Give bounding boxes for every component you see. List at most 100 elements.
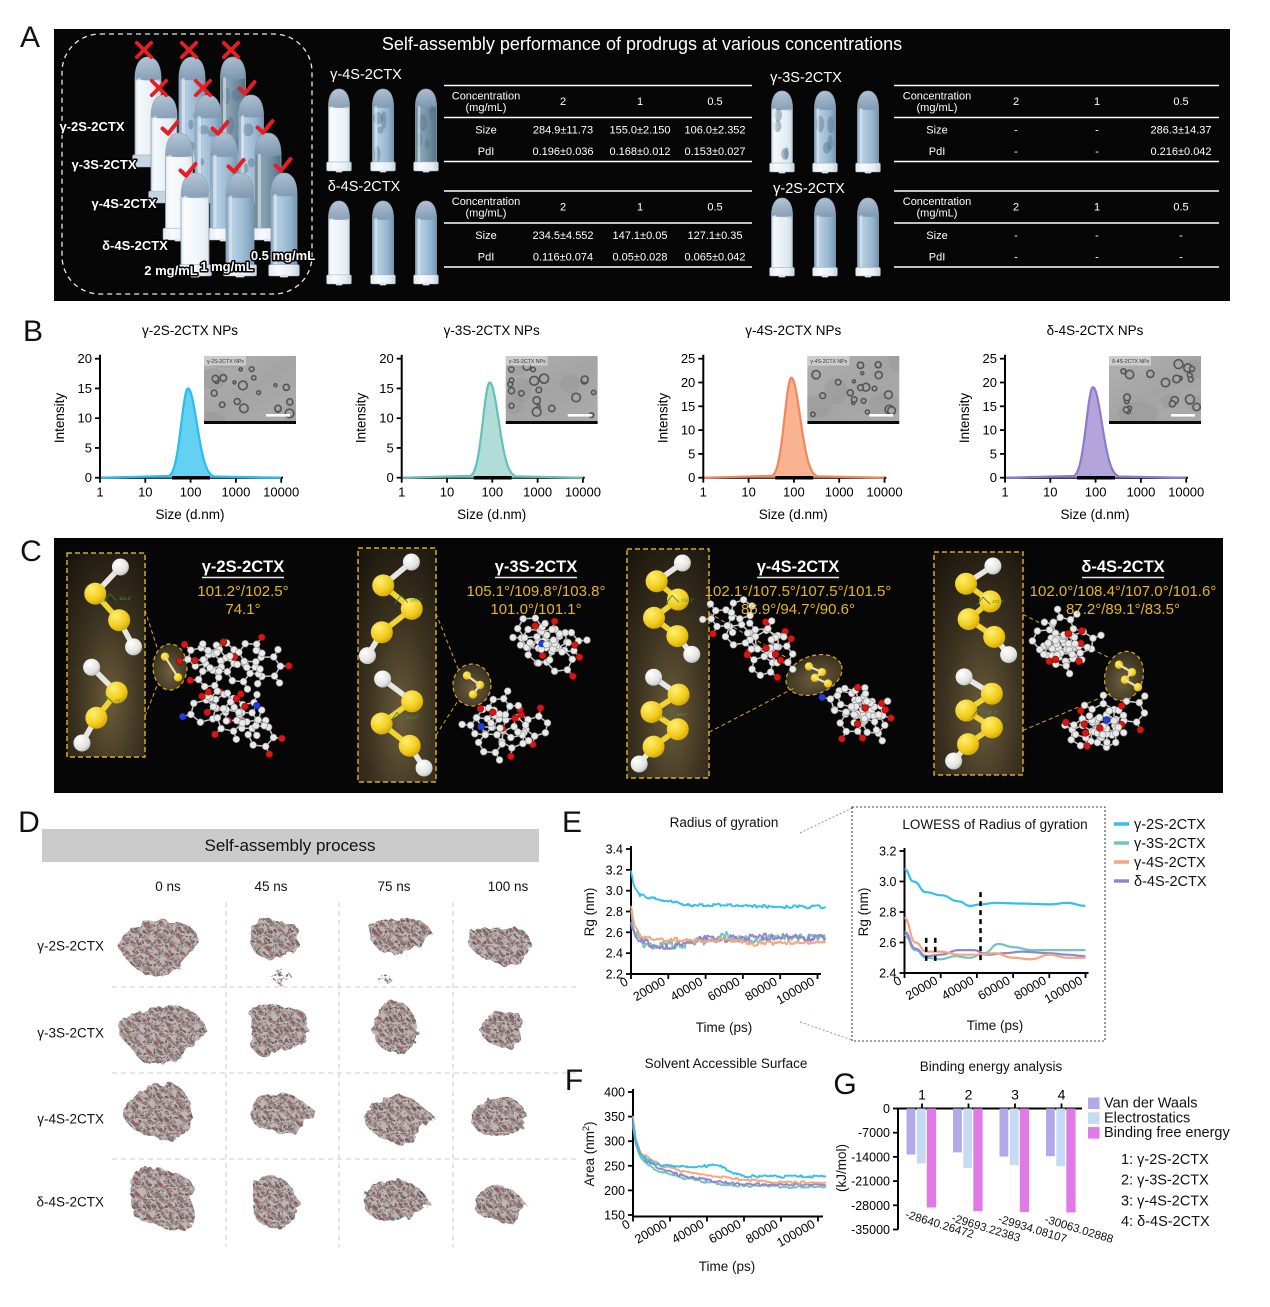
svg-text:101.0°/101.1°: 101.0°/101.1° [490, 601, 581, 618]
svg-text:0: 0 [85, 470, 92, 485]
svg-text:2.4: 2.4 [879, 967, 896, 981]
svg-text:2.8: 2.8 [879, 906, 896, 920]
svg-text:Rg (nm): Rg (nm) [856, 888, 871, 937]
svg-text:δ-4S-2CTX: δ-4S-2CTX [36, 1195, 104, 1210]
svg-text:1: 1 [637, 96, 643, 108]
svg-text:0.5: 0.5 [1173, 202, 1188, 214]
svg-text:Intensity: Intensity [52, 393, 67, 444]
svg-text:1: 1 [96, 485, 103, 500]
svg-text:-: - [1179, 230, 1183, 242]
svg-text:Binding energy analysis: Binding energy analysis [920, 1059, 1063, 1074]
svg-text:102.0°: 102.0° [992, 599, 1005, 604]
svg-text:286.3±14.37: 286.3±14.37 [1150, 125, 1211, 137]
svg-text:2: 2 [965, 1087, 973, 1103]
svg-text:250: 250 [604, 1159, 625, 1173]
svg-text:γ-3S-2CTX: γ-3S-2CTX [1134, 836, 1206, 852]
svg-text:γ-4S-2CTX: γ-4S-2CTX [757, 558, 840, 576]
svg-text:γ-4S-2CTX: γ-4S-2CTX [91, 196, 156, 211]
svg-text:PdI: PdI [478, 252, 495, 264]
svg-text:γ-4S-2CTX NPs: γ-4S-2CTX NPs [810, 359, 847, 365]
svg-text:87.2°: 87.2° [988, 711, 999, 716]
svg-text:Size: Size [926, 230, 947, 242]
svg-text:0.153±0.027: 0.153±0.027 [684, 146, 745, 158]
svg-text:0.5: 0.5 [707, 96, 722, 108]
svg-text:0.5: 0.5 [1173, 96, 1188, 108]
svg-text:10: 10 [1043, 485, 1057, 500]
svg-text:2: 2 [1013, 202, 1019, 214]
svg-text:-21000: -21000 [851, 1175, 890, 1189]
svg-text:1: 1 [1094, 202, 1100, 214]
svg-text:4: 4 [1058, 1087, 1066, 1103]
svg-text:δ-4S-2CTX: δ-4S-2CTX [328, 179, 401, 195]
svg-text:-: - [1095, 146, 1099, 158]
svg-text:Time (ps): Time (ps) [967, 1018, 1024, 1033]
svg-text:1: 1 [918, 1087, 926, 1103]
svg-text:15: 15 [681, 399, 695, 414]
svg-text:10: 10 [78, 411, 92, 426]
svg-text:-: - [1095, 125, 1099, 137]
svg-text:147.1±0.05: 147.1±0.05 [613, 230, 668, 242]
svg-text:300: 300 [604, 1135, 625, 1149]
svg-text:3: 3 [1011, 1087, 1019, 1103]
svg-text:3.0: 3.0 [879, 875, 896, 889]
svg-text:101.0°: 101.0° [406, 714, 419, 719]
svg-text:100: 100 [481, 485, 503, 500]
svg-text:PdI: PdI [929, 146, 946, 158]
svg-text:Size (d.nm): Size (d.nm) [759, 507, 828, 522]
svg-text:150: 150 [604, 1209, 625, 1223]
svg-text:F: F [565, 1064, 583, 1097]
svg-text:γ-4S-2CTX: γ-4S-2CTX [1134, 855, 1206, 871]
svg-text:-: - [1014, 252, 1018, 264]
svg-text:284.9±11.73: 284.9±11.73 [533, 125, 593, 137]
svg-text:γ-4S-2CTX NPs: γ-4S-2CTX NPs [745, 323, 841, 338]
svg-text:10000: 10000 [1168, 485, 1204, 500]
svg-text:87.2°/89.1°/83.5°: 87.2°/89.1°/83.5° [1066, 601, 1180, 618]
svg-text:G: G [833, 1068, 856, 1101]
svg-text:LOWESS of Radius of gyration: LOWESS of Radius of gyration [902, 817, 1087, 832]
svg-text:100: 100 [1085, 485, 1107, 500]
svg-text:γ-2S-2CTX NPs: γ-2S-2CTX NPs [207, 359, 244, 365]
svg-text:-: - [1014, 230, 1018, 242]
svg-text:350: 350 [604, 1110, 625, 1124]
svg-text:Intensity: Intensity [957, 393, 972, 444]
svg-text:γ-3S-2CTX NPs: γ-3S-2CTX NPs [509, 359, 546, 365]
svg-text:105.1°: 105.1° [410, 597, 423, 602]
svg-text:86.9°: 86.9° [677, 712, 688, 717]
svg-text:2: 2 [1013, 96, 1019, 108]
svg-text:γ-3S-2CTX: γ-3S-2CTX [71, 157, 136, 172]
svg-text:10: 10 [983, 423, 997, 438]
svg-text:2: 2 [560, 96, 566, 108]
svg-text:20: 20 [379, 351, 393, 366]
svg-text:Binding free energy: Binding free energy [1104, 1125, 1230, 1141]
svg-text:1000: 1000 [221, 485, 250, 500]
svg-text:10: 10 [379, 411, 393, 426]
svg-text:3: γ-4S-2CTX: 3: γ-4S-2CTX [1121, 1193, 1209, 1209]
svg-text:3.0: 3.0 [606, 884, 623, 898]
svg-text:-28000: -28000 [851, 1199, 890, 1213]
svg-text:(kJ/mol): (kJ/mol) [834, 1144, 849, 1192]
svg-text:5: 5 [688, 446, 695, 461]
svg-text:100: 100 [180, 485, 202, 500]
svg-text:0.116±0.074: 0.116±0.074 [533, 252, 593, 264]
svg-text:0.196±0.036: 0.196±0.036 [532, 146, 593, 158]
svg-text:Concentration: Concentration [903, 196, 972, 208]
svg-text:10000: 10000 [263, 485, 299, 500]
svg-text:1: 1 [1094, 96, 1100, 108]
svg-text:-: - [1179, 252, 1183, 264]
svg-text:10: 10 [138, 485, 152, 500]
svg-text:0.216±0.042: 0.216±0.042 [1150, 146, 1211, 158]
svg-text:1: γ-2S-2CTX: 1: γ-2S-2CTX [1121, 1152, 1209, 1168]
svg-text:Size (d.nm): Size (d.nm) [155, 507, 224, 522]
svg-text:Time (ps): Time (ps) [699, 1259, 756, 1274]
svg-text:Time (ps): Time (ps) [696, 1020, 753, 1035]
svg-text:0 ns: 0 ns [155, 879, 181, 894]
svg-text:-14000: -14000 [851, 1150, 890, 1164]
svg-text:Self-assembly process: Self-assembly process [204, 836, 375, 855]
svg-text:102.1°: 102.1° [681, 597, 694, 602]
svg-text:234.5±4.552: 234.5±4.552 [532, 230, 593, 242]
svg-text:2 mg/mL: 2 mg/mL [144, 263, 198, 278]
svg-text:155.0±2.150: 155.0±2.150 [609, 125, 670, 137]
svg-text:2.8: 2.8 [606, 905, 623, 919]
svg-text:0.5 mg/mL: 0.5 mg/mL [251, 248, 315, 263]
svg-text:δ-4S-2CTX NPs: δ-4S-2CTX NPs [1047, 323, 1144, 338]
